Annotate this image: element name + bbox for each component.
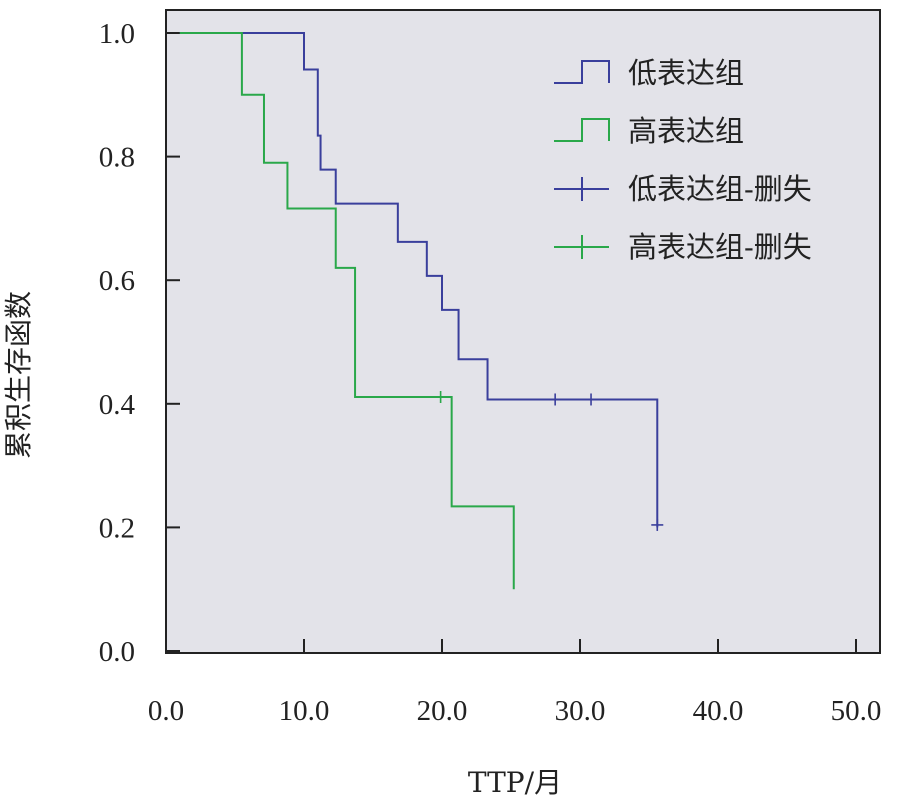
x-tick-label: 30.0 [555, 695, 606, 727]
y-tick-label: 0.0 [99, 636, 135, 668]
survival-curve-high [179, 32, 515, 590]
legend-label: 高表达组-删失 [628, 230, 812, 264]
x-tick-label: 40.0 [693, 695, 744, 727]
y-tick-label: 1.0 [99, 18, 135, 50]
x-tick-label: 50.0 [831, 695, 882, 727]
x-tick-label: 10.0 [279, 695, 330, 727]
y-tick-label: 0.2 [99, 512, 135, 544]
y-tick-label: 0.4 [99, 389, 136, 421]
legend-label: 高表达组 [628, 114, 744, 148]
x-axis-title: TTP/月 [468, 766, 562, 799]
legend-swatch-step [554, 118, 610, 142]
legend-label: 低表达组-删失 [628, 172, 812, 206]
survival-curve-low [179, 32, 659, 528]
y-tick-label: 0.6 [99, 265, 135, 297]
legend-label: 低表达组 [628, 56, 744, 90]
legend-swatch-step [554, 60, 610, 84]
y-axis-title: 累积生存函数 [2, 291, 35, 459]
y-tick-label: 0.8 [99, 142, 135, 174]
plot-area [165, 9, 881, 654]
x-tick-label: 0.0 [148, 695, 184, 727]
x-tick-label: 20.0 [417, 695, 468, 727]
